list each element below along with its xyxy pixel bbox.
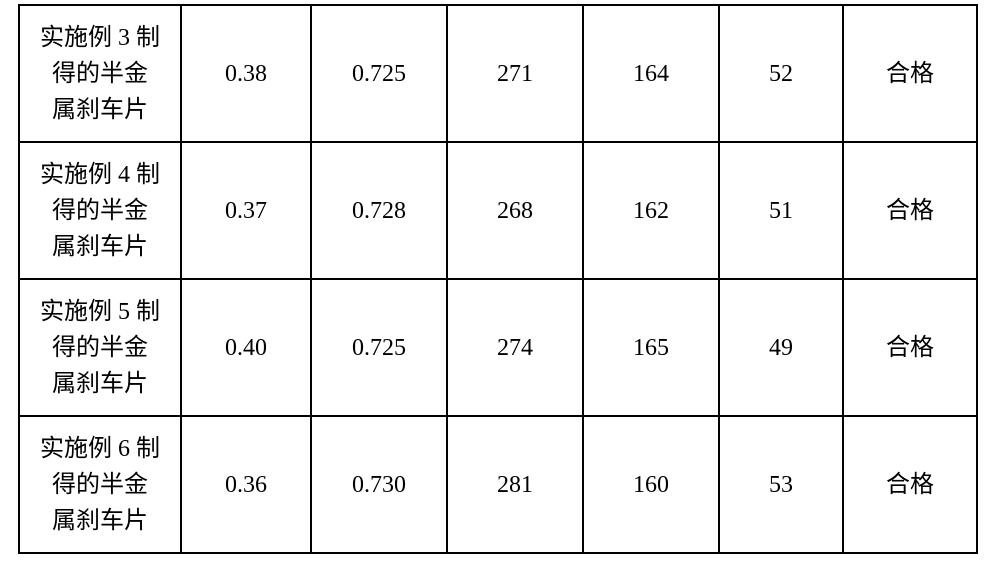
row-label-cell: 实施例 5 制 得的半金 属刹车片 xyxy=(19,279,181,416)
cell-value: 162 xyxy=(583,142,719,279)
table-body: 实施例 3 制 得的半金 属刹车片 0.38 0.725 271 164 52 … xyxy=(19,5,977,553)
cell-value: 0.37 xyxy=(181,142,311,279)
table-row: 实施例 4 制 得的半金 属刹车片 0.37 0.728 268 162 51 … xyxy=(19,142,977,279)
cell-result: 合格 xyxy=(843,279,977,416)
label-line: 得的半金 xyxy=(52,472,148,498)
cell-value: 0.725 xyxy=(311,5,447,142)
cell-value: 52 xyxy=(719,5,843,142)
data-table: 实施例 3 制 得的半金 属刹车片 0.38 0.725 271 164 52 … xyxy=(18,4,978,554)
row-label-cell: 实施例 4 制 得的半金 属刹车片 xyxy=(19,142,181,279)
label-line: 得的半金 xyxy=(52,198,148,224)
cell-value: 0.38 xyxy=(181,5,311,142)
cell-value: 0.725 xyxy=(311,279,447,416)
table-row: 实施例 3 制 得的半金 属刹车片 0.38 0.725 271 164 52 … xyxy=(19,5,977,142)
table-row: 实施例 5 制 得的半金 属刹车片 0.40 0.725 274 165 49 … xyxy=(19,279,977,416)
cell-value: 53 xyxy=(719,416,843,553)
cell-value: 0.36 xyxy=(181,416,311,553)
cell-value: 0.730 xyxy=(311,416,447,553)
table-row: 实施例 6 制 得的半金 属刹车片 0.36 0.730 281 160 53 … xyxy=(19,416,977,553)
cell-value: 274 xyxy=(447,279,583,416)
cell-value: 268 xyxy=(447,142,583,279)
label-line: 属刹车片 xyxy=(52,97,148,123)
cell-value: 281 xyxy=(447,416,583,553)
label-line: 实施例 6 制 xyxy=(40,436,160,462)
cell-value: 49 xyxy=(719,279,843,416)
cell-value: 0.40 xyxy=(181,279,311,416)
label-line: 实施例 5 制 xyxy=(40,299,160,325)
cell-value: 164 xyxy=(583,5,719,142)
cell-result: 合格 xyxy=(843,416,977,553)
cell-value: 51 xyxy=(719,142,843,279)
cell-result: 合格 xyxy=(843,142,977,279)
cell-value: 0.728 xyxy=(311,142,447,279)
cell-value: 271 xyxy=(447,5,583,142)
label-line: 属刹车片 xyxy=(52,234,148,260)
cell-result: 合格 xyxy=(843,5,977,142)
label-line: 实施例 4 制 xyxy=(40,162,160,188)
label-line: 实施例 3 制 xyxy=(40,25,160,51)
label-line: 属刹车片 xyxy=(52,371,148,397)
cell-value: 165 xyxy=(583,279,719,416)
row-label-cell: 实施例 6 制 得的半金 属刹车片 xyxy=(19,416,181,553)
row-label-cell: 实施例 3 制 得的半金 属刹车片 xyxy=(19,5,181,142)
label-line: 得的半金 xyxy=(52,61,148,87)
label-line: 得的半金 xyxy=(52,335,148,361)
cell-value: 160 xyxy=(583,416,719,553)
label-line: 属刹车片 xyxy=(52,508,148,534)
